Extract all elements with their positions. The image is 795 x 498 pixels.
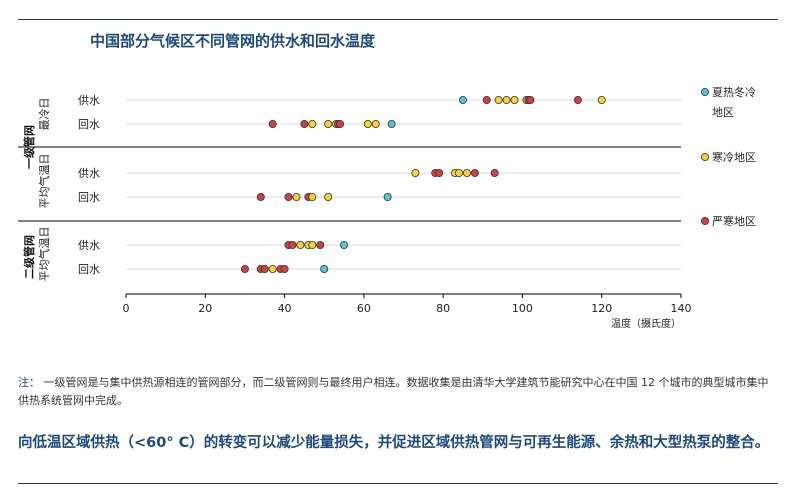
data-point bbox=[411, 168, 420, 177]
data-point bbox=[308, 192, 317, 201]
legend-label: 夏热冬冷 bbox=[712, 85, 756, 99]
footnote-text: 一级管网是与集中供热源相连的管网部分，而二级管网则与最终用户相连。数据收集是由清… bbox=[18, 376, 769, 407]
data-point bbox=[316, 240, 325, 249]
data-point bbox=[383, 192, 392, 201]
x-tick-label: 80 bbox=[436, 302, 450, 315]
data-point bbox=[336, 120, 345, 129]
data-point bbox=[260, 264, 269, 273]
row-group-condition-label: 最冷日 bbox=[38, 98, 51, 131]
footnote: 注： 一级管网是与集中供热源相连的管网部分，而二级管网则与最终用户相连。数据收集… bbox=[18, 374, 778, 410]
legend-label: 严寒地区 bbox=[712, 214, 756, 228]
legend-label: 地区 bbox=[712, 106, 734, 119]
data-point bbox=[526, 96, 535, 105]
data-point bbox=[284, 192, 293, 201]
temperature-scatter-chart: 0 20 40 60 80 100 120 140温度（摄氏度）供水回水最冷日供水回水平均气温… bbox=[18, 85, 756, 330]
data-point bbox=[363, 120, 372, 129]
x-tick-label: 0 bbox=[123, 302, 130, 315]
data-point bbox=[256, 192, 265, 201]
data-point bbox=[324, 192, 333, 201]
data-point bbox=[324, 120, 333, 129]
data-point bbox=[300, 120, 309, 129]
row-group-condition-label: 平均气温日 bbox=[37, 227, 51, 282]
data-point bbox=[435, 168, 444, 177]
x-tick-label: 20 bbox=[198, 302, 212, 315]
legend-label: 寒冷地区 bbox=[712, 150, 756, 164]
network-tier-label: 一级管网 bbox=[22, 125, 36, 169]
data-point bbox=[371, 120, 380, 129]
footnote-label: 注： bbox=[18, 376, 40, 389]
x-tick-label: 120 bbox=[591, 302, 612, 315]
data-point bbox=[573, 96, 582, 105]
x-tick-label: 140 bbox=[671, 302, 692, 315]
data-point bbox=[288, 240, 297, 249]
network-tier-label: 二级管网 bbox=[22, 235, 36, 279]
x-axis-label: 温度（摄氏度） bbox=[611, 317, 681, 330]
conclusion-text: 向低温区域供热（<60° C）的转变可以减少能量损失，并促进区域供热管网与可再生… bbox=[18, 435, 770, 451]
data-point bbox=[268, 120, 277, 129]
data-point bbox=[482, 96, 491, 105]
data-point bbox=[494, 96, 503, 105]
data-point bbox=[510, 96, 519, 105]
data-point bbox=[340, 240, 349, 249]
row-label: 供水 bbox=[78, 93, 100, 107]
legend-marker bbox=[701, 88, 710, 97]
data-point bbox=[490, 168, 499, 177]
row-label: 回水 bbox=[78, 263, 100, 276]
data-point bbox=[597, 96, 606, 105]
row-label: 回水 bbox=[78, 191, 100, 204]
x-tick-label: 40 bbox=[278, 302, 292, 315]
data-point bbox=[308, 240, 317, 249]
legend-marker bbox=[701, 216, 710, 225]
data-point bbox=[502, 96, 511, 105]
x-tick-label: 100 bbox=[512, 302, 533, 315]
x-tick-label: 60 bbox=[357, 302, 371, 315]
data-point bbox=[454, 168, 463, 177]
row-label: 回水 bbox=[78, 118, 100, 131]
row-label: 供水 bbox=[78, 238, 100, 252]
row-label: 供水 bbox=[78, 166, 100, 180]
data-point bbox=[280, 264, 289, 273]
data-point bbox=[296, 240, 305, 249]
data-point bbox=[240, 264, 249, 273]
data-point bbox=[458, 96, 467, 105]
top-rule bbox=[18, 19, 778, 20]
legend-marker bbox=[701, 152, 710, 161]
data-point bbox=[320, 264, 329, 273]
data-point bbox=[387, 120, 396, 129]
data-point bbox=[308, 120, 317, 129]
bottom-rule bbox=[18, 483, 778, 484]
data-point bbox=[470, 168, 479, 177]
chart-title: 中国部分气候区不同管网的供水和回水温度 bbox=[90, 32, 376, 50]
row-group-condition-label: 平均气温日 bbox=[37, 154, 51, 209]
data-point bbox=[292, 192, 301, 201]
data-point bbox=[268, 264, 277, 273]
data-point bbox=[462, 168, 471, 177]
